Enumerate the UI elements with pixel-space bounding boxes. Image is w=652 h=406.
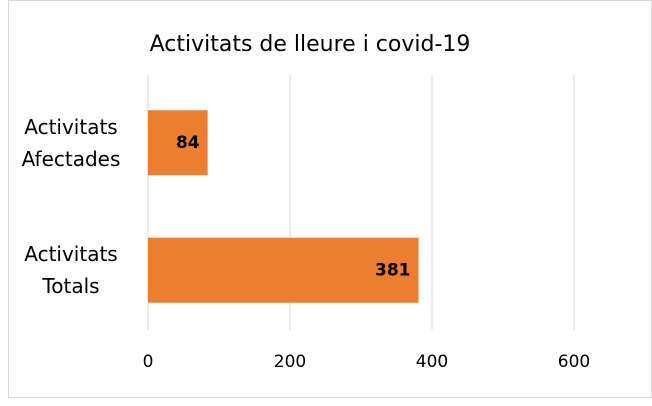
y-tick-label: Activitats Afectades xyxy=(21,114,121,171)
x-tick-label: 600 xyxy=(558,352,590,372)
bar xyxy=(148,237,419,303)
x-tick-label: 200 xyxy=(274,352,306,372)
bar xyxy=(148,110,208,176)
chart-title: Activitats de lleure i covid-19 xyxy=(150,32,471,57)
data-label: 84 xyxy=(176,133,200,153)
x-tick-label: 400 xyxy=(416,352,448,372)
data-label: 381 xyxy=(375,260,411,280)
y-tick-label: Activitats Totals xyxy=(24,242,118,299)
chart-border xyxy=(8,0,652,398)
x-tick-label: 0 xyxy=(143,352,154,372)
